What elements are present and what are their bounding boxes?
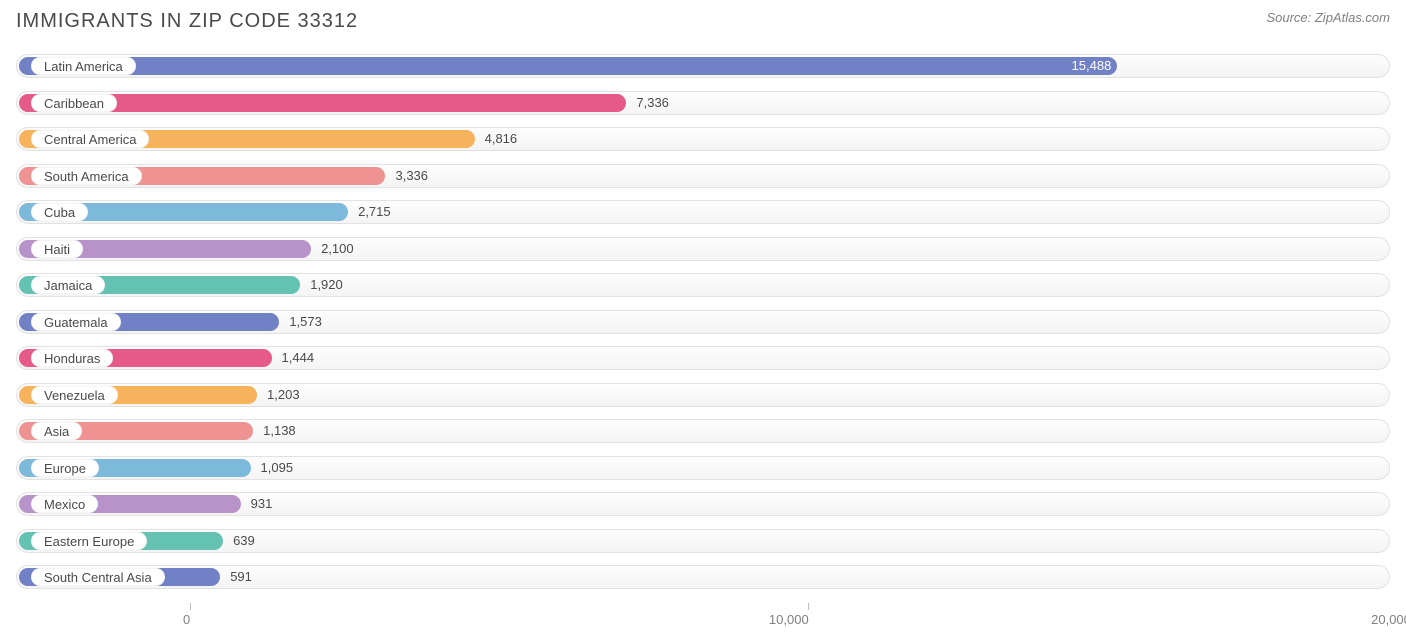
bar-value-label: 591 [230,568,252,586]
bar-category-label: Asia [31,422,82,440]
bar-row: Jamaica 1,920 [14,270,1392,300]
bar-category-label: South Central Asia [31,568,165,586]
bar-row: Eastern Europe 639 [14,526,1392,556]
bar-row: South Central Asia 591 [14,562,1392,592]
bar-value-label: 1,203 [267,386,300,404]
bar-category-label: Central America [31,130,149,148]
bar-category-label: Caribbean [31,94,117,112]
tick-label: 0 [183,612,190,627]
bar-value-label: 3,336 [395,167,428,185]
bar-category-label: Jamaica [31,276,105,294]
bar-value-label: 1,444 [282,349,315,367]
bar-value-label: 639 [233,532,255,550]
x-axis: 010,00020,000 [16,603,1390,629]
bar-value-label: 7,336 [636,94,669,112]
bar-row: Caribbean 7,336 [14,88,1392,118]
bar-row: Haiti 2,100 [14,234,1392,264]
bar-value-label: 931 [251,495,273,513]
bar-value-label: 2,715 [358,203,391,221]
x-axis-tick: 10,000 [789,603,829,629]
bar-row: Latin America 15,488 [14,51,1392,81]
bar-category-label: South America [31,167,142,185]
bar-category-label: Mexico [31,495,98,513]
source-prefix: Source: [1266,10,1314,25]
bar-row: Venezuela 1,203 [14,380,1392,410]
bar-category-label: Guatemala [31,313,121,331]
bar-category-label: Cuba [31,203,88,221]
bar-fill [19,57,1117,75]
bar-row: Cuba 2,715 [14,197,1392,227]
bar-category-label: Haiti [31,240,83,258]
bar-row: South America 3,336 [14,161,1392,191]
tick-label: 20,000 [1371,612,1406,627]
x-axis-tick: 0 [187,603,194,629]
x-axis-tick: 20,000 [1391,603,1406,629]
bar-row: Guatemala 1,573 [14,307,1392,337]
bar-category-label: Honduras [31,349,113,367]
bar-value-label: 2,100 [321,240,354,258]
bar-row: Europe 1,095 [14,453,1392,483]
bar-value-label: 4,816 [485,130,518,148]
tick-label: 10,000 [769,612,809,627]
bar-category-label: Eastern Europe [31,532,147,550]
chart-title: IMMIGRANTS IN ZIP CODE 33312 [16,10,358,33]
chart-container: IMMIGRANTS IN ZIP CODE 33312 Source: Zip… [0,0,1406,643]
tick-mark [190,603,191,610]
bar-value-label: 1,573 [289,313,322,331]
bar-value-label: 1,920 [310,276,343,294]
chart-plot-area: Latin America 15,488 Caribbean 7,336 Central… [14,51,1392,592]
bar-row: Honduras 1,444 [14,343,1392,373]
tick-mark [808,603,809,610]
bar-row: Asia 1,138 [14,416,1392,446]
bar-category-label: Europe [31,459,99,477]
bar-value-label: 1,095 [261,459,294,477]
chart-source: Source: ZipAtlas.com [1266,10,1390,25]
bar-row: Mexico 931 [14,489,1392,519]
bar-track [16,565,1390,589]
bar-category-label: Latin America [31,57,136,75]
bar-value-label: 15,488 [1072,57,1112,75]
bar-category-label: Venezuela [31,386,118,404]
bar-row: Central America 4,816 [14,124,1392,154]
source-name: ZipAtlas.com [1315,10,1390,25]
bar-value-label: 1,138 [263,422,296,440]
chart-header: IMMIGRANTS IN ZIP CODE 33312 Source: Zip… [14,10,1392,33]
